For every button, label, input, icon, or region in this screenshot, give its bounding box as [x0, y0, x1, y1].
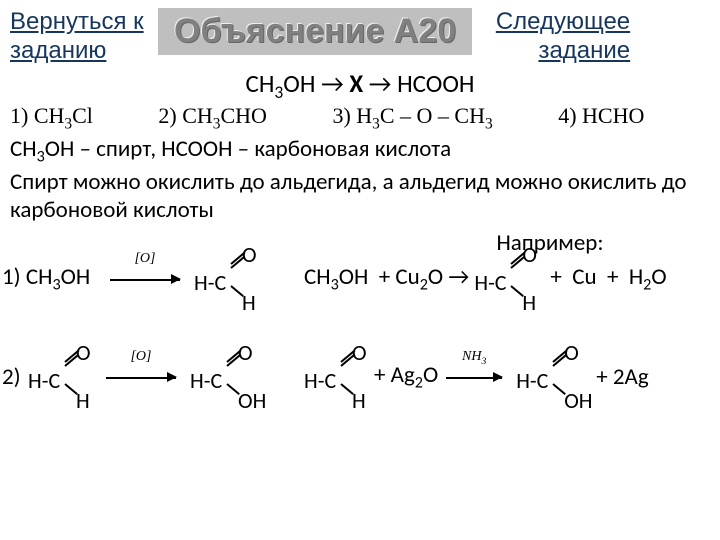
rxn1-arrow-label: [O]: [110, 251, 180, 267]
rxn2-p-hc: H-C: [190, 367, 222, 394]
rxn2ex-arrow-label: NH3: [446, 349, 502, 367]
rxn2-r-o: O: [76, 339, 91, 366]
rxn1ex-right: + Cu + H2O: [550, 263, 666, 295]
rxn1-o: O: [242, 241, 257, 268]
reaction-2: 2) H-C O H [O] H-C O OH H-C O H: [0, 349, 720, 405]
rxn2ex-right: + 2Ag: [596, 363, 648, 391]
explanation: CH3OH – спирт, HCOOH – карбоновая кислот…: [0, 133, 720, 225]
rxn1ex-left: CH3OH + Cu2O →: [304, 263, 474, 295]
rxn2ex-p-bot: OH: [564, 387, 592, 414]
rxn2ex-p-hc: H-C: [516, 367, 548, 394]
rxn2ex-reactant: H-C O H: [304, 349, 354, 405]
reaction-scheme: CH3OH → X → HCOOH: [0, 68, 720, 103]
rxn2ex-product: H-C O OH: [516, 349, 576, 405]
explanation-line-1: CH3OH – спирт, HCOOH – карбоновая кислот…: [10, 135, 710, 168]
explanation-line-2: Спирт можно окислить до альдегида, а аль…: [10, 168, 710, 226]
rxn2-reactant: H-C O H: [28, 349, 78, 405]
slide-container: Вернуться к заданию Объяснение А20 Следу…: [0, 0, 720, 540]
option-2: 2) CH3CHO: [158, 103, 267, 133]
rxn1-product: H-C O H: [194, 251, 244, 307]
option-4: 4) HCHO: [558, 103, 644, 129]
rxn2-p-bot: OH: [238, 387, 266, 414]
rxn1-reactant: 1) CH3OH: [2, 263, 110, 295]
header: Вернуться к заданию Объяснение А20 Следу…: [0, 0, 720, 66]
reaction-1: 1) CH3OH [O] H-C O H CH3OH + Cu2O → H-C …: [0, 251, 720, 307]
rxn2-product: H-C O OH: [190, 349, 250, 405]
option-1: 1) CH3Cl: [10, 103, 93, 133]
rxn1ex-hc: H-C: [474, 269, 506, 296]
reactions-area: 1) CH3OH [O] H-C O H CH3OH + Cu2O → H-C …: [0, 251, 720, 405]
rxn1ex-o: O: [522, 241, 537, 268]
rxn1ex-product: H-C O H: [474, 251, 524, 307]
answer-options: 1) CH3Cl 2) CH3CHO 3) H3C – O – CH3 4) H…: [0, 103, 720, 133]
next-link[interactable]: Следующее задание: [480, 8, 630, 66]
rxn2-arrow-label: [O]: [106, 349, 176, 365]
slide-title: Объяснение А20: [158, 8, 472, 55]
rxn2ex-arrow: NH3: [446, 365, 502, 389]
rxn2ex-r-o: O: [352, 339, 367, 366]
rxn2ex-r-hc: H-C: [304, 367, 336, 394]
rxn2-num: 2): [2, 363, 28, 391]
back-link[interactable]: Вернуться к заданию: [10, 8, 150, 66]
rxn2-r-bot: H: [76, 387, 90, 414]
rxn2-r-hc: H-C: [28, 367, 60, 394]
rxn2ex-p-o: O: [564, 339, 579, 366]
rxn1-bot: H: [242, 289, 256, 316]
option-3: 3) H3C – O – CH3: [332, 103, 492, 133]
rxn1-hc: H-C: [194, 269, 226, 296]
rxn2-arrow: [O]: [106, 365, 176, 389]
rxn1ex-bot: H: [522, 289, 536, 316]
rxn1-arrow: [O]: [110, 267, 180, 291]
rxn2ex-mid: + Ag2O: [374, 361, 438, 393]
rxn2-p-o: O: [238, 339, 253, 366]
rxn2ex-r-bot: H: [352, 387, 366, 414]
